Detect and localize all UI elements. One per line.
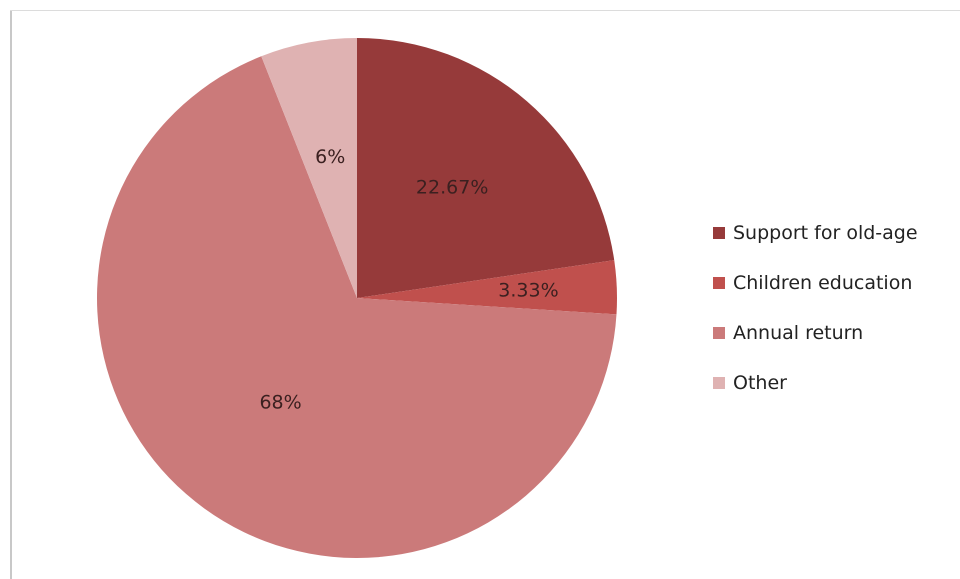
data-label-support-for-old-age: 22.67% [416, 176, 488, 198]
pie-slice-annual-return [96, 56, 617, 558]
legend-label: Support for old-age [733, 222, 918, 244]
legend: Support for old-age Children education A… [713, 208, 953, 408]
legend-item-annual-return: Annual return [713, 308, 953, 358]
data-label-children-education: 3.33% [498, 279, 558, 301]
legend-swatch [713, 377, 725, 389]
pie-slice-children-education [357, 260, 617, 315]
legend-label: Children education [733, 272, 913, 294]
legend-swatch [713, 327, 725, 339]
data-label-other: 6% [315, 146, 345, 168]
legend-item-support-for-old-age: Support for old-age [713, 208, 953, 258]
legend-item-children-education: Children education [713, 258, 953, 308]
frame-border [10, 10, 960, 11]
legend-swatch [713, 227, 725, 239]
legend-swatch [713, 277, 725, 289]
frame-border [10, 10, 12, 579]
legend-item-other: Other [713, 358, 953, 408]
pie-slice-other [261, 38, 357, 298]
pie-slice-support-for-old-age [357, 38, 615, 298]
legend-label: Other [733, 372, 787, 394]
data-label-annual-return: 68% [259, 392, 301, 414]
legend-label: Annual return [733, 322, 864, 344]
